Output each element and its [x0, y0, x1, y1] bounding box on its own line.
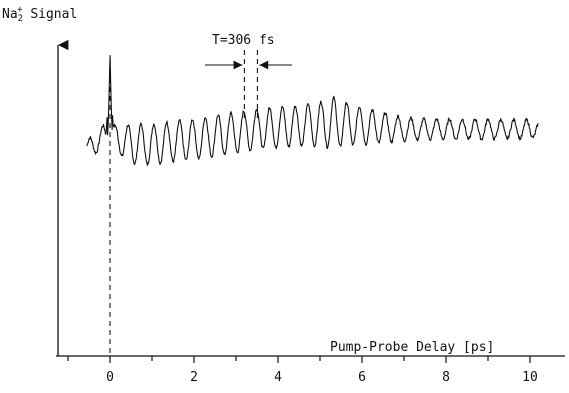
x-axis-label: Pump-Probe Delay [ps]	[330, 340, 494, 355]
x-tick-label: 2	[190, 370, 198, 385]
x-tick-label: 0	[106, 370, 114, 385]
x-tick-label: 4	[274, 370, 282, 385]
x-axis-tick-labels: 0 2 4 6 8 10	[106, 370, 538, 385]
signal-series-line	[86, 54, 539, 166]
y-axis-label: Na2+ Signal	[2, 5, 77, 24]
x-tick-label: 6	[358, 370, 366, 385]
period-annotation-label: T=306 fs	[212, 33, 275, 48]
x-axis-ticks	[67, 356, 531, 363]
x-tick-label: 8	[442, 370, 450, 385]
x-tick-label: 10	[522, 370, 538, 385]
